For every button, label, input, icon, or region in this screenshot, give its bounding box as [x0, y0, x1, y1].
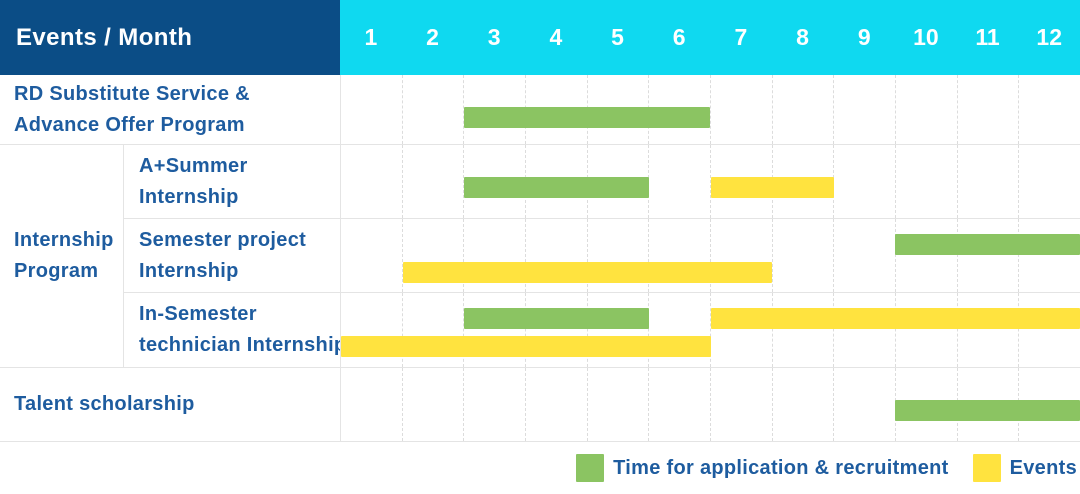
legend-label-events: Events: [1009, 456, 1077, 479]
row-timeline-a-summer: [340, 145, 1080, 218]
table-row-a-summer: A+Summer Internship: [0, 145, 1080, 219]
gantt-bar-recruitment: [464, 177, 649, 198]
row-timeline-in-semester: [340, 293, 1080, 367]
row-label-talent-scholarship: Talent scholarship: [0, 368, 340, 441]
month-header-6: 6: [672, 24, 686, 50]
month-header-strip: 1 2 3 4 5 6 7 8 9 10 11 12: [340, 0, 1080, 75]
table-row-talent-scholarship: Talent scholarship: [0, 368, 1080, 442]
month-header-1: 1: [364, 24, 378, 50]
gantt-bar-events: [710, 308, 1080, 329]
gantt-bar-recruitment: [464, 107, 711, 128]
month-header-9: 9: [857, 24, 871, 50]
legend-label-recruitment: Time for application & recruitment: [613, 456, 949, 479]
group-cell-internship-program: Internship Program: [0, 145, 124, 367]
schedule-table: Events / Month 1 2 3 4 5 6 7 8 9 10 11 1…: [0, 0, 1080, 442]
legend-item-recruitment: Time for application & recruitment: [576, 454, 948, 482]
month-header-2: 2: [426, 24, 439, 50]
row-label-line: Internship: [139, 259, 239, 282]
month-header-5: 5: [611, 24, 624, 50]
recruitment-swatch-icon: [576, 454, 605, 482]
table-header-row: Events / Month 1 2 3 4 5 6 7 8 9 10 11 1…: [0, 0, 1080, 75]
month-header-4: 4: [549, 24, 563, 50]
month-header-12: 12: [1036, 24, 1063, 50]
row-label-line: RD Substitute Service &: [14, 82, 250, 105]
gantt-bar-events: [341, 336, 711, 357]
row-label-line: Talent scholarship: [14, 393, 195, 415]
row-label-line: Internship: [139, 185, 239, 208]
table-row-rd-substitute: RD Substitute Service & Advance Offer Pr…: [0, 75, 1080, 145]
events-swatch-icon: [972, 454, 1001, 482]
table-body: Internship Program RD Substitute Service…: [0, 75, 1080, 442]
row-label-line: technician Internship: [139, 334, 347, 356]
month-header-11: 11: [975, 24, 1000, 50]
table-row-semester-project: Semester project Internship: [0, 219, 1080, 293]
row-timeline-rd-substitute: [340, 75, 1080, 144]
gantt-bar-events: [402, 262, 773, 283]
table-title: Events / Month: [16, 23, 193, 51]
row-label-line: Semester project: [139, 228, 307, 251]
legend: Time for application & recruitment Event…: [0, 442, 1080, 494]
row-label-rd-substitute: RD Substitute Service & Advance Offer Pr…: [0, 75, 340, 144]
month-header-8: 8: [796, 24, 809, 50]
table-row-in-semester: In-Semester technician Internship: [0, 293, 1080, 368]
month-header-3: 3: [487, 24, 501, 50]
month-header-7: 7: [734, 24, 748, 50]
month-gridlines: [341, 75, 1080, 144]
month-gridlines: [341, 219, 1080, 292]
group-label-line: Program: [14, 260, 99, 282]
row-timeline-semester-project: [340, 219, 1080, 292]
gantt-bar-recruitment: [895, 400, 1080, 421]
row-timeline-talent-scholarship: [340, 368, 1080, 441]
gantt-bar-events: [710, 177, 834, 198]
row-label-a-summer: A+Summer Internship: [123, 145, 340, 218]
gantt-bar-recruitment: [464, 308, 649, 329]
group-label-line: Internship: [14, 229, 114, 251]
events-month-header-cell: Events / Month: [0, 0, 340, 75]
row-label-in-semester: In-Semester technician Internship: [123, 293, 346, 367]
row-label-line: A+Summer: [139, 154, 248, 177]
month-header-10: 10: [913, 24, 939, 50]
legend-item-events: Events: [972, 454, 1077, 482]
month-gridlines: [341, 293, 1080, 367]
row-label-line: Advance Offer Program: [14, 113, 245, 136]
row-label-line: In-Semester: [139, 303, 257, 325]
gantt-bar-recruitment: [895, 234, 1080, 255]
row-label-semester-project: Semester project Internship: [123, 219, 340, 292]
